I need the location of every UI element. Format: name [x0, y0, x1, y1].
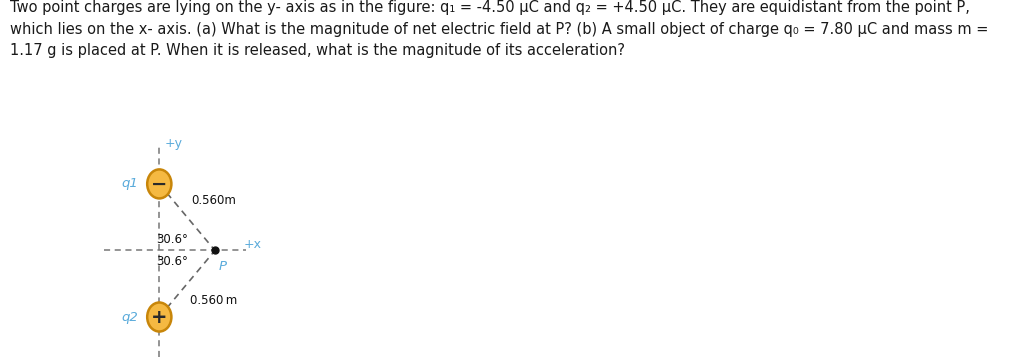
Text: +y: +y [164, 137, 183, 150]
Text: P: P [219, 260, 226, 273]
Text: Two point charges are lying on the y- axis as in the figure: q₁ = -4.50 μC and q: Two point charges are lying on the y- ax… [10, 0, 989, 58]
Text: −: − [151, 174, 167, 193]
Text: +x: +x [244, 238, 262, 251]
Text: 0.560 m: 0.560 m [190, 294, 237, 307]
Text: q1: q1 [122, 178, 139, 191]
Ellipse shape [147, 302, 171, 331]
Text: 0.560m: 0.560m [192, 194, 236, 207]
Text: 30.6°: 30.6° [156, 233, 189, 246]
Ellipse shape [147, 170, 171, 199]
Text: +: + [151, 307, 167, 327]
Text: q2: q2 [122, 310, 139, 323]
Text: 30.6°: 30.6° [156, 255, 189, 268]
